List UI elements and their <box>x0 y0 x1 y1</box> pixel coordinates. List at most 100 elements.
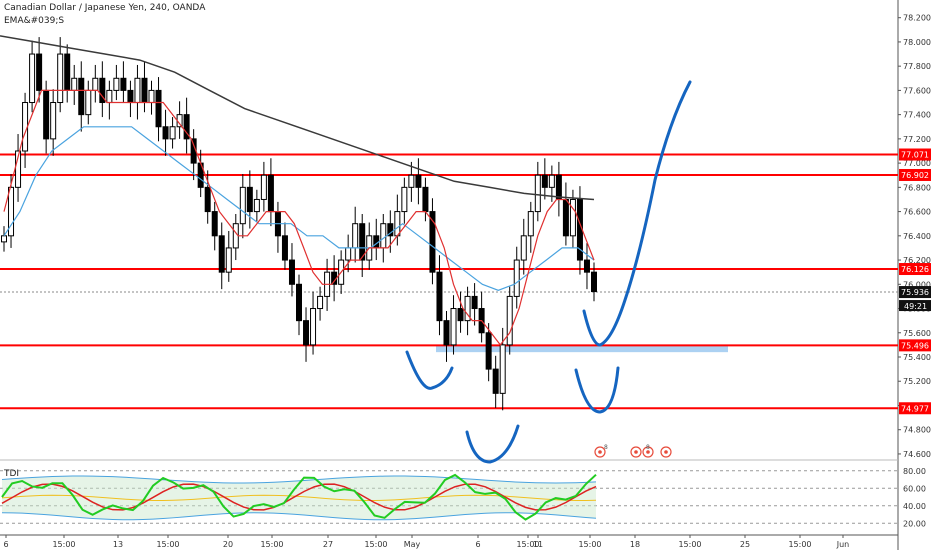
tdi-lower-band <box>1 512 597 521</box>
event-count: 8 <box>604 444 608 451</box>
candle-body <box>113 77 120 91</box>
level-price-box <box>899 168 931 181</box>
candle-body <box>422 186 429 213</box>
countdown-label: 49:21 <box>904 302 927 311</box>
x-tick-label: 6 <box>3 540 8 549</box>
y-tick-label: 76.800 <box>903 183 931 192</box>
projection-drawing <box>582 80 692 347</box>
candle-body <box>267 174 274 213</box>
chart-title: Canadian Dollar / Japanese Yen, 240, OAN… <box>4 3 206 13</box>
indicator-legend: EMA&#039;S <box>4 16 65 26</box>
y-tick-label: 75.200 <box>903 377 931 386</box>
tdi-scale-label: 60.00 <box>903 484 926 493</box>
candle-body <box>520 235 527 261</box>
candle-body <box>359 223 366 261</box>
candle-body <box>443 320 450 346</box>
tdi-mid-line <box>1 494 597 501</box>
level-price-label: 75.496 <box>901 341 929 350</box>
candle-body <box>394 211 401 237</box>
x-tick-label: 15:00 <box>516 540 539 549</box>
candle-body <box>141 77 148 104</box>
candle-body <box>492 368 499 394</box>
x-tick-label: 15:00 <box>788 540 811 549</box>
x-tick-label: 15:00 <box>52 540 75 549</box>
candle-body <box>50 102 57 140</box>
level-price-box <box>899 148 931 161</box>
current-price-label: 75.936 <box>901 288 929 297</box>
candle-body <box>78 77 85 116</box>
x-tick-label: 15:00 <box>260 540 283 549</box>
y-tick-label: 76.200 <box>903 256 931 265</box>
y-tick-label: 76.400 <box>903 232 931 241</box>
x-tick-label: 11 <box>533 540 543 549</box>
candle-body <box>288 259 295 285</box>
candle-body <box>513 259 520 297</box>
x-tick-label: 13 <box>113 540 123 549</box>
y-tick-label: 74.600 <box>903 450 931 459</box>
candle-body <box>43 89 50 140</box>
candle-body <box>260 174 267 200</box>
event-marker-dot <box>634 450 638 454</box>
candle-body <box>401 186 408 213</box>
candle-body <box>92 77 99 91</box>
candle-body <box>155 89 162 128</box>
level-price-box <box>899 402 931 415</box>
x-tick-label: May <box>404 540 421 549</box>
level-price-box <box>899 263 931 276</box>
level-price-label: 77.071 <box>901 151 929 160</box>
tdi-scale-label: 80.00 <box>903 467 926 476</box>
candle-body <box>148 89 155 104</box>
x-tick-label: 18 <box>630 540 640 549</box>
y-tick-label: 77.400 <box>903 111 931 120</box>
candle-body <box>85 89 92 116</box>
level-price-box <box>899 339 931 352</box>
y-tick-label: 75.600 <box>903 329 931 338</box>
ema-slow-line <box>0 35 595 201</box>
x-tick-label: 25 <box>740 540 750 549</box>
candle-body <box>436 271 443 322</box>
candle-body <box>71 77 78 91</box>
candle-body <box>64 53 71 91</box>
candle-body <box>534 174 541 213</box>
candle-body <box>569 198 576 237</box>
candle-body <box>57 53 64 104</box>
candle-body <box>310 308 317 346</box>
candle-body <box>204 186 211 213</box>
candle-body <box>548 174 555 188</box>
candle-body <box>127 89 134 104</box>
x-tick-label: 15:00 <box>578 540 601 549</box>
level-price-label: 76.902 <box>901 171 929 180</box>
candle-body <box>134 77 141 104</box>
candle-body <box>29 53 36 104</box>
level-price-label: 76.126 <box>901 265 929 274</box>
candle-body <box>253 198 260 213</box>
candle-body <box>555 174 562 200</box>
countdown-box <box>899 300 931 312</box>
support-zone <box>436 344 728 353</box>
candle-body <box>506 295 513 346</box>
level-price-label: 74.977 <box>901 404 929 413</box>
candle-body <box>591 271 597 293</box>
x-tick-label: 27 <box>323 540 333 549</box>
candle-body <box>1 235 7 243</box>
x-tick-label: 15:00 <box>156 540 179 549</box>
current-price-box <box>899 286 931 299</box>
candle-body <box>246 186 253 213</box>
x-tick-label: 15:00 <box>364 540 387 549</box>
y-tick-label: 77.000 <box>903 159 931 168</box>
y-tick-label: 77.800 <box>903 62 931 71</box>
candle-body <box>527 211 534 237</box>
candle-body <box>583 259 590 273</box>
candle-body <box>36 53 43 91</box>
candle-body <box>541 174 548 188</box>
projection-drawing <box>574 366 620 414</box>
y-tick-label: 75.400 <box>903 353 931 362</box>
candle-body <box>415 174 422 188</box>
tdi-rsi-line <box>1 473 597 521</box>
y-tick-label: 78.200 <box>903 14 931 23</box>
y-tick-label: 74.800 <box>903 426 931 435</box>
y-tick-label: 77.600 <box>903 86 931 95</box>
candle-body <box>408 174 415 188</box>
